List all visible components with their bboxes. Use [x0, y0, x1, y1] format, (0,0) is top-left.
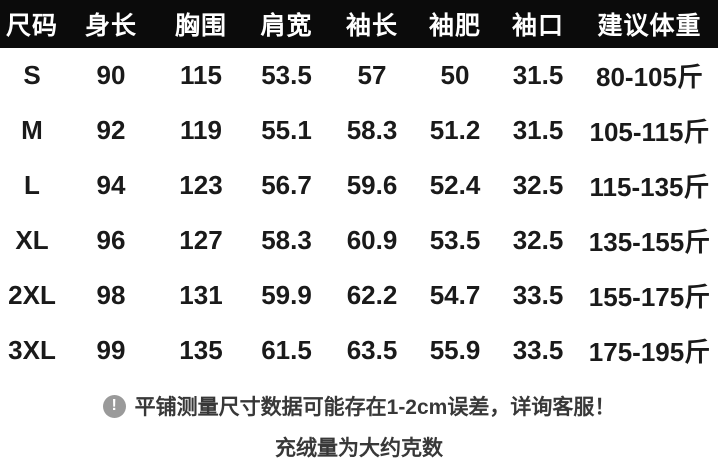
table-cell: 33.5 — [512, 335, 564, 365]
size-chart-table: 尺码 身长 胸围 肩宽 袖长 袖肥 袖口 建议体重 S 90 115 53.5 57 50 31.5 80-… — [0, 0, 718, 378]
column-header: 胸围 — [158, 0, 244, 48]
table-cell: 119 — [180, 115, 222, 145]
table-cell: 127 — [179, 225, 223, 255]
table-row: 3XL 99 135 61.5 63.5 55.9 33.5 175-195斤 — [0, 323, 718, 378]
table-row: S 90 115 53.5 57 50 31.5 80-105斤 — [0, 48, 718, 103]
size-label-cell: 3XL — [8, 335, 56, 365]
size-label-cell: M — [21, 115, 43, 145]
table-cell: 92 — [96, 115, 126, 145]
table-cell: 58.3 — [346, 115, 398, 145]
table-row: M 92 119 55.1 58.3 51.2 31.5 105-115斤 — [0, 103, 718, 158]
table-header-row: 尺码 身长 胸围 肩宽 袖长 袖肥 袖口 建议体重 — [0, 0, 718, 48]
table-cell: 32.5 — [512, 225, 564, 255]
table-cell: 80-105斤 — [596, 62, 703, 92]
table-cell: 99 — [96, 335, 126, 365]
table-row: L 94 123 56.7 59.6 52.4 32.5 115-135斤 — [0, 158, 718, 213]
table-cell: 55.1 — [261, 115, 312, 145]
column-header: 袖口 — [495, 0, 581, 48]
table-cell: 50 — [440, 60, 470, 90]
column-header: 身长 — [64, 0, 158, 48]
filling-note-text: 充绒量为大约克数 — [275, 437, 443, 460]
table-cell: 135 — [179, 335, 223, 365]
table-cell: 62.2 — [346, 280, 398, 310]
size-label-cell: L — [24, 170, 40, 200]
column-header: 袖长 — [329, 0, 415, 48]
measurement-note: ! 平铺测量尺寸数据可能存在1-2cm误差，详询客服！ — [0, 391, 718, 421]
table-row: 2XL 98 131 59.9 62.2 54.7 33.5 155-175斤 — [0, 268, 718, 323]
table-cell: 53.5 — [261, 60, 312, 90]
table-cell: 32.5 — [512, 170, 564, 200]
table-cell: 98 — [96, 280, 126, 310]
column-header: 建议体重 — [581, 0, 718, 48]
table-cell: 94 — [96, 170, 126, 200]
table-cell: 57 — [357, 60, 387, 90]
table-cell: 123 — [179, 170, 223, 200]
table-cell: 58.3 — [261, 225, 312, 255]
table-cell: 33.5 — [512, 280, 564, 310]
table-cell: 63.5 — [346, 335, 398, 365]
size-label-cell: XL — [15, 225, 49, 255]
table-cell: 90 — [96, 60, 126, 90]
table-cell: 61.5 — [261, 335, 312, 365]
table-cell: 56.7 — [261, 170, 312, 200]
column-header: 袖肥 — [415, 0, 495, 48]
table-cell: 60.9 — [346, 225, 398, 255]
table-row: 尺码 身长 胸围 肩宽 袖长 袖肥 袖口 建议体重 — [0, 0, 718, 48]
measurement-note-text: 平铺测量尺寸数据可能存在1-2cm误差，详询客服！ — [134, 396, 616, 419]
table-cell: 175-195斤 — [588, 337, 711, 367]
table-cell: 96 — [96, 225, 126, 255]
table-cell: 54.7 — [429, 280, 481, 310]
table-cell: 135-155斤 — [588, 227, 711, 257]
table-cell: 51.2 — [429, 115, 481, 145]
exclamation-circle-icon: ! — [102, 394, 126, 418]
table-cell: 31.5 — [512, 60, 564, 90]
notes-section: ! 平铺测量尺寸数据可能存在1-2cm误差，详询客服！ 充绒量为大约克数 — [0, 391, 718, 462]
table-cell: 53.5 — [429, 225, 481, 255]
size-label-cell: 2XL — [8, 280, 56, 310]
table-cell: 52.4 — [429, 170, 481, 200]
size-label-cell: S — [23, 60, 41, 90]
table-cell: 31.5 — [512, 115, 564, 145]
table-cell: 131 — [179, 280, 223, 310]
table-cell: 59.9 — [261, 280, 312, 310]
table-cell: 155-175斤 — [588, 282, 711, 312]
column-header: 尺码 — [0, 0, 64, 48]
table-body: S 90 115 53.5 57 50 31.5 80-105斤 M 92 119 55.1 58.3 5… — [0, 48, 718, 378]
table-cell: 105-115斤 — [589, 117, 710, 147]
column-header: 肩宽 — [244, 0, 329, 48]
table-cell: 55.9 — [429, 335, 481, 365]
table-cell: 115-135斤 — [589, 172, 710, 202]
table-cell: 59.6 — [346, 170, 398, 200]
table-row: XL 96 127 58.3 60.9 53.5 32.5 135-155斤 — [0, 213, 718, 268]
table-cell: 115 — [180, 60, 222, 90]
